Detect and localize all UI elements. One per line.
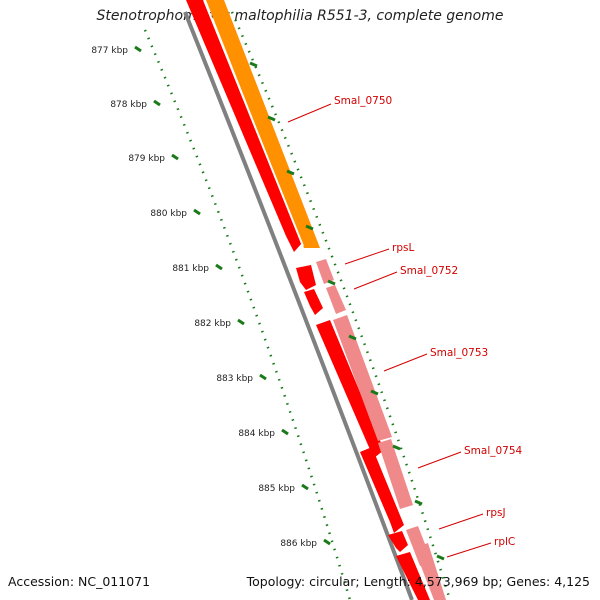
gene-arrow-smal0754 [360,447,404,533]
backbone-line [183,11,414,600]
gene-arrow-rpsj [388,531,408,552]
gene-label[interactable]: Smal_0750 [334,95,392,107]
kbp-tick-label: 878 kbp [110,100,147,110]
gene-bar-rpsl [316,259,334,284]
gene-label-leader [417,451,462,469]
kbp-tick-label: 880 kbp [150,209,187,219]
outer-tick-mark [370,389,379,396]
gene-arrow-rplc [396,552,430,600]
gene-label[interactable]: Smal_0752 [400,265,458,277]
kbp-tick-mark [215,263,223,271]
gene-bar-orange [206,0,320,248]
gene-arrow-smal0752 [304,289,323,315]
kbp-tick-label: 883 kbp [216,374,253,384]
kbp-tick-label: 882 kbp [194,319,231,329]
kbp-tick-mark [171,153,179,161]
accession-text: Accession: NC_011071 [8,574,151,589]
kbp-tick-mark [153,99,161,107]
outer-tick-mark [267,115,276,122]
gene-label-leader [344,248,390,265]
outer-tick-mark [414,499,423,506]
divider-line [203,0,304,247]
gene-label[interactable]: Smal_0754 [464,445,523,457]
kbp-tick-label: 879 kbp [128,154,165,164]
outer-tick-mark [436,554,445,561]
gene-label-leader [353,271,398,290]
kbp-tick-label: 881 kbp [172,264,209,274]
summary-text: Topology: circular; Length: 4,573,969 bp… [246,574,590,589]
gene-arrow-rpsl [296,265,316,290]
kbp-tick-mark [259,373,267,381]
gene-bar-smal0753 [333,315,392,441]
kbp-tick-mark [301,483,309,491]
kbp-tick-mark [193,208,201,216]
gene-label[interactable]: Smal_0753 [430,347,488,359]
outer-tick-mark [392,444,401,451]
kbp-tick-label: 886 kbp [280,539,317,549]
kbp-tick-mark [237,318,245,326]
outer-tick-mark [305,224,314,231]
gene-bar-smal0752 [326,285,346,314]
kbp-tick-mark [281,428,289,436]
kbp-tick-label: 885 kbp [258,484,295,494]
gene-label[interactable]: rpsJ [486,507,506,519]
ruler-minor-dots [143,29,352,600]
outer-tick-mark [348,334,357,341]
gene-arrow-smal0753 [316,320,384,458]
gene-label-leader [446,542,492,558]
gene-label-leader [438,513,484,530]
gene-bar-rplc [414,543,446,600]
gene-bar-smal0754 [378,439,413,509]
outer-tick-mark [286,169,295,176]
gene-label-leader [383,353,428,372]
gene-label[interactable]: rpsL [392,242,414,254]
kbp-tick-label: 877 kbp [91,46,128,56]
gene-arrow-smal0750-cds [186,0,302,252]
gene-label-leader [287,103,332,123]
outer-tick-mark [327,279,336,286]
outer-tick-mark [249,61,258,68]
kbp-tick-mark [134,45,142,53]
kbp-tick-label: 884 kbp [238,429,275,439]
gene-label[interactable]: rplC [494,536,515,548]
kbp-tick-mark [323,538,331,546]
